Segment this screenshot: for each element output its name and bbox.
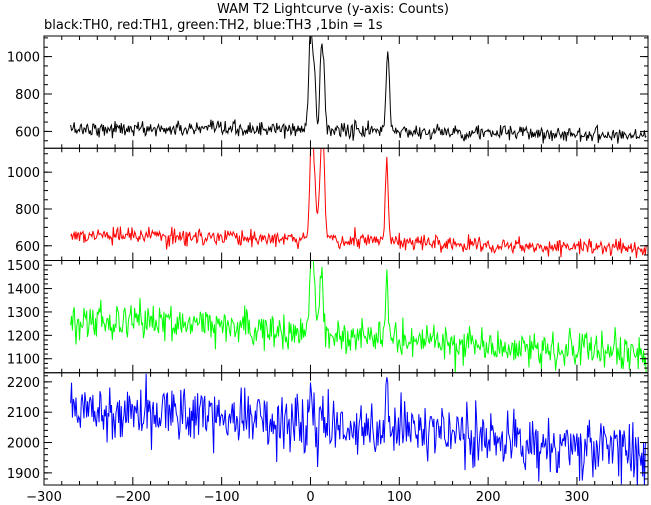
chart-subtitle: black:TH0, red:TH1, green:TH2, blue:TH3 … xyxy=(44,18,383,33)
panel-th0: 600 800 1000 xyxy=(7,35,649,149)
y-tick-label: 2100 xyxy=(7,406,40,421)
series-th2 xyxy=(70,260,647,373)
y-tick-label: 2200 xyxy=(7,376,40,391)
y-tick-label: 800 xyxy=(15,203,40,218)
y-tick-label: 600 xyxy=(15,125,40,140)
chart-title: WAM T2 Lightcurve (y-axis: Counts) xyxy=(217,2,449,17)
series-th0 xyxy=(70,36,647,144)
x-tick-label: 200 xyxy=(476,490,501,505)
x-tick-label: 300 xyxy=(565,490,590,505)
panel-th3: 1900 2000 2100 2200 xyxy=(7,372,649,486)
series-th1 xyxy=(70,148,647,259)
y-tick-label: 1900 xyxy=(7,467,40,482)
x-tick-label: 100 xyxy=(387,490,412,505)
y-tick-label: 600 xyxy=(15,240,40,255)
series-th3 xyxy=(70,373,647,485)
y-tick-label: 1300 xyxy=(7,306,40,321)
y-tick-label: 1000 xyxy=(7,51,40,66)
panel-th2: 1100 1200 1300 1400 1500 xyxy=(7,259,649,374)
y-tick-label: 1400 xyxy=(7,283,40,298)
panels-group: 600 800 1000 600 800 1000 1100 1200 1300 1400 1500… xyxy=(7,35,649,486)
y-tick-label: 2000 xyxy=(7,437,40,452)
x-axis-labels: −300 −200 −100 0 100 200 300 xyxy=(26,490,589,505)
y-tick-label: 800 xyxy=(15,88,40,103)
y-tick-label: 1000 xyxy=(7,166,40,181)
y-tick-label: 1200 xyxy=(7,329,40,344)
panel-th1: 600 800 1000 xyxy=(7,147,649,261)
x-tick-label: 0 xyxy=(306,490,314,505)
y-tick-label: 1100 xyxy=(7,353,40,368)
y-tick-label: 1500 xyxy=(7,259,40,274)
x-tick-label: −300 xyxy=(26,490,62,505)
x-tick-label: −100 xyxy=(204,490,240,505)
x-tick-label: −200 xyxy=(115,490,151,505)
